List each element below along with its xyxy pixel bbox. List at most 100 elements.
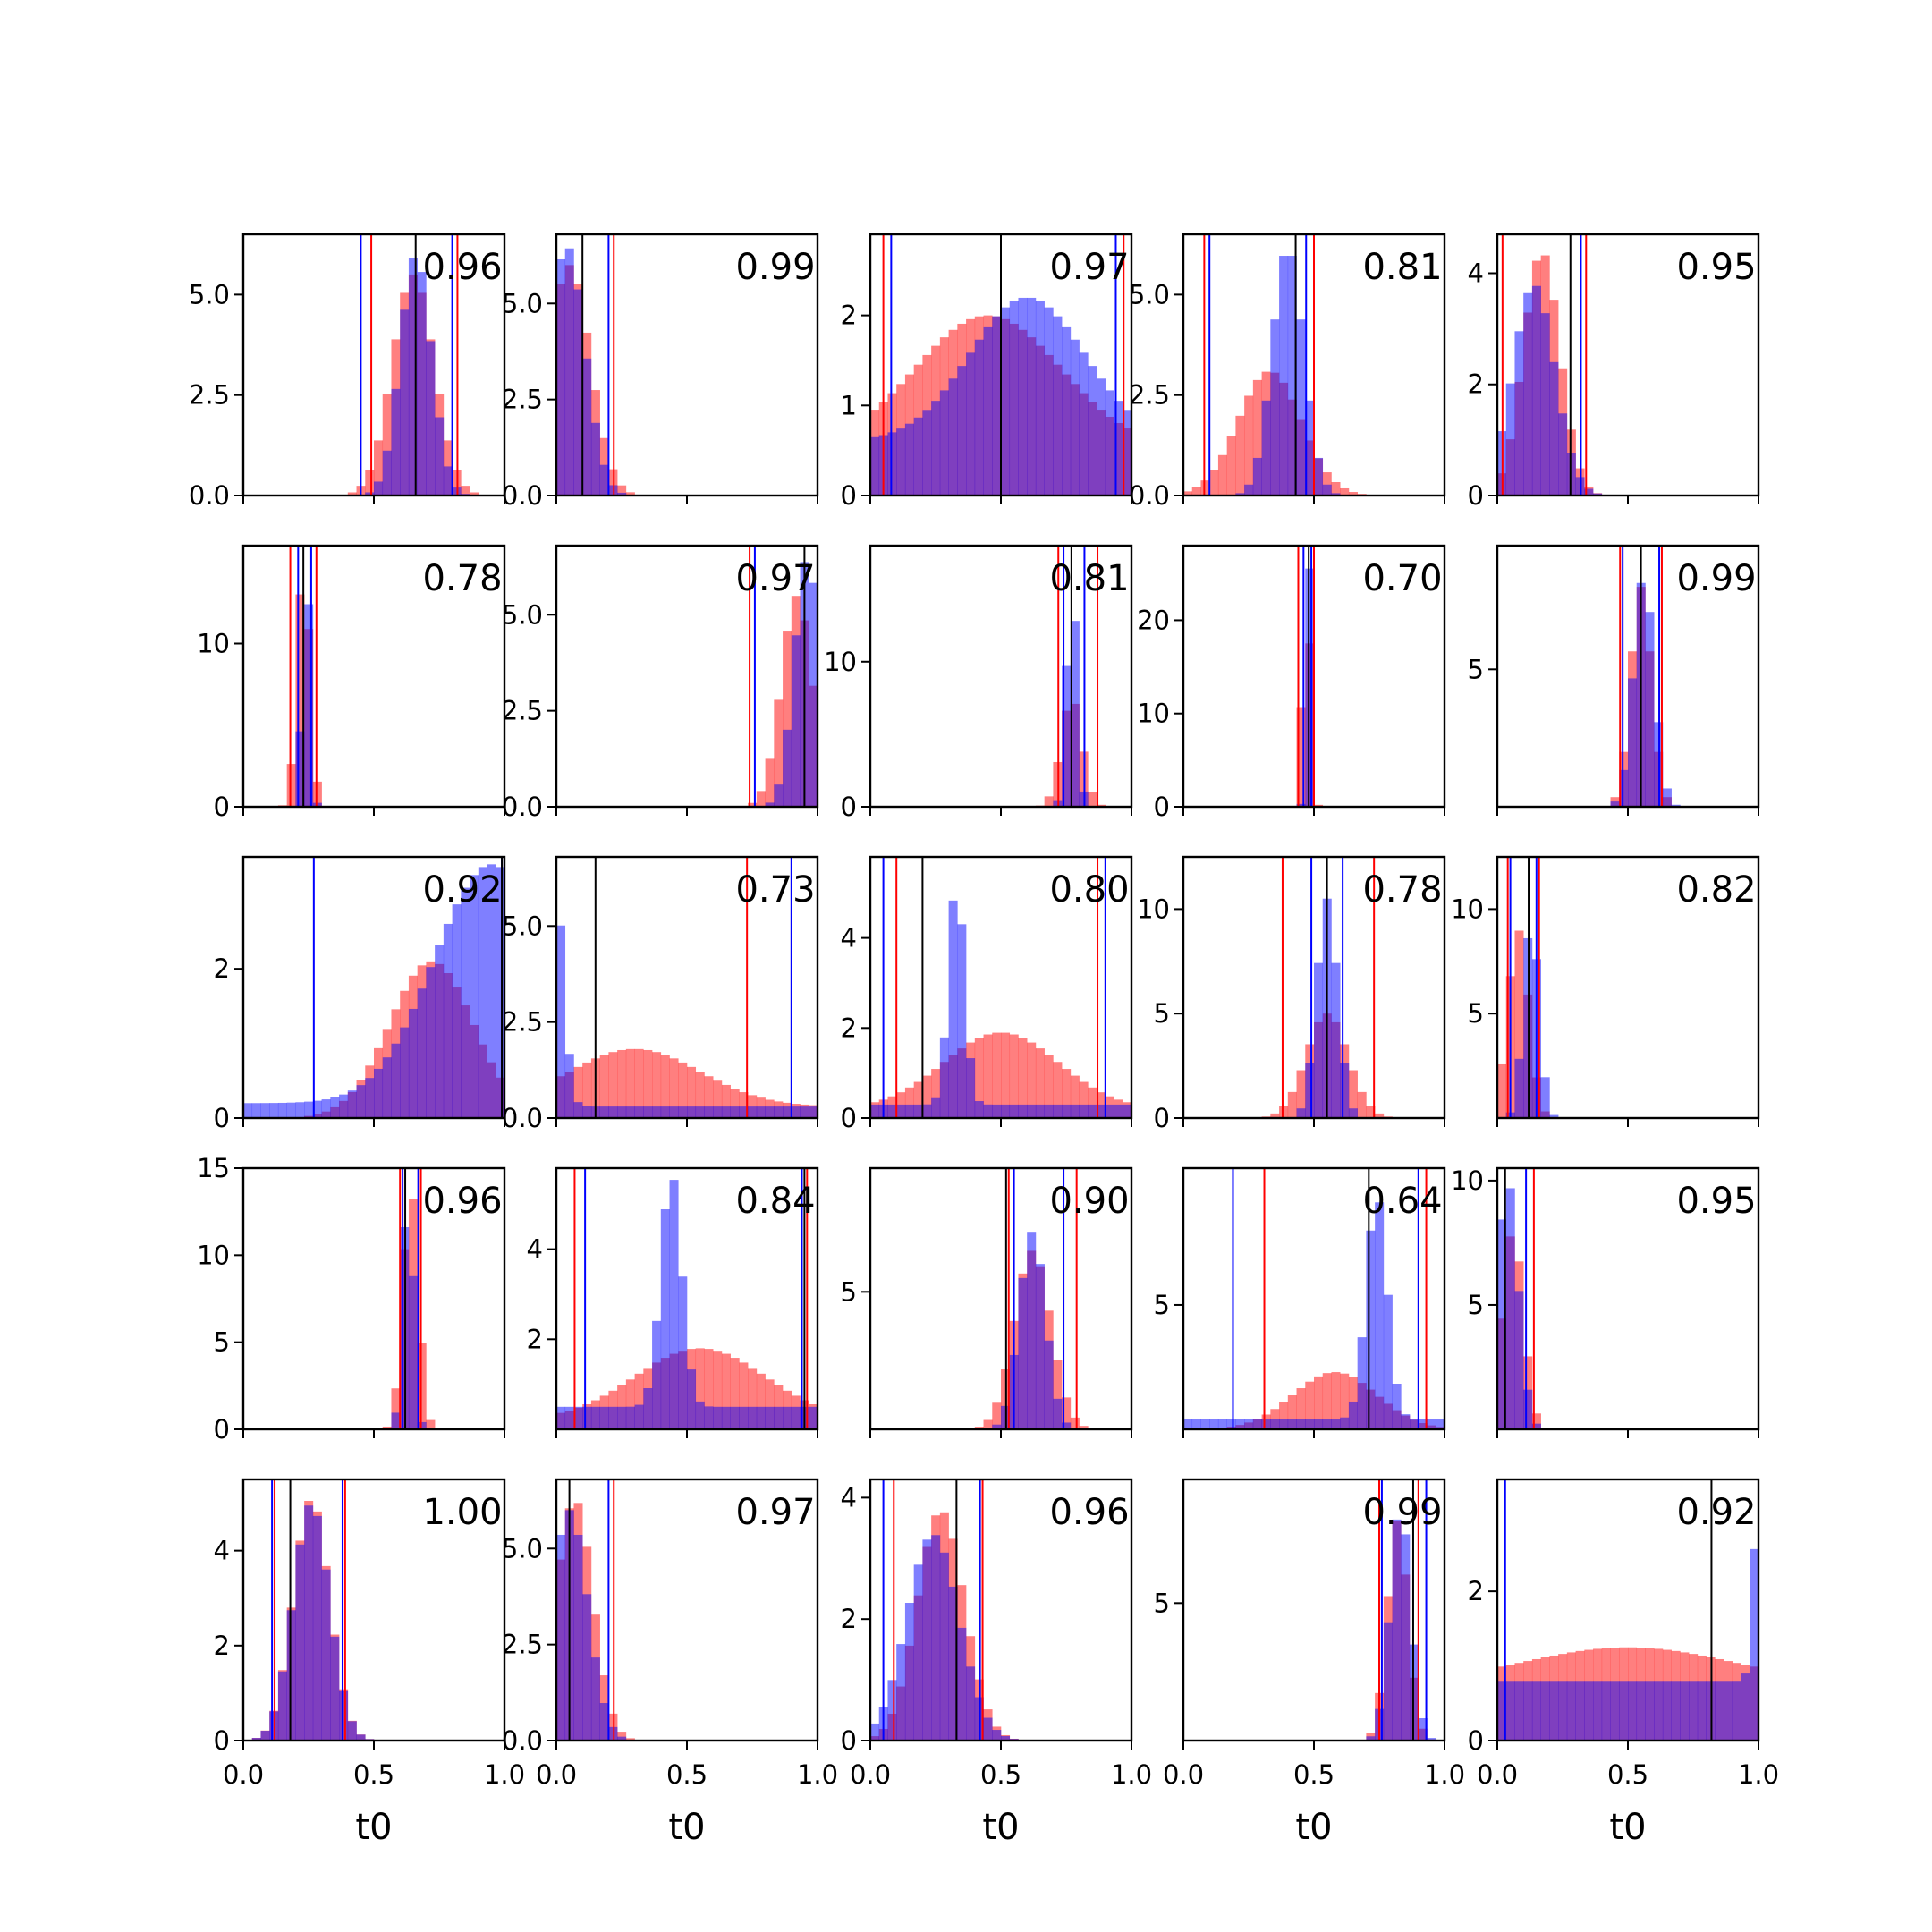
blue-hist-bar [312,802,322,807]
red-hist-bar [721,1353,731,1429]
panel-5: 0 2 4 0.95 [1468,233,1760,511]
blue-hist-bar [974,339,984,496]
blue-hist-bar [1070,1104,1080,1118]
blue-hist-bar [1270,319,1280,496]
red-hist-bar [608,1052,618,1118]
blue-hist-bar [939,1552,949,1741]
blue-hist-bar [1505,1681,1515,1741]
red-hist-bar [1209,470,1219,496]
blue-hist-bar [1053,316,1063,496]
blue-hist-bar [887,432,897,496]
blue-hist-bar [1287,256,1297,496]
blue-hist-bar [1610,801,1620,807]
red-hist-bar [1079,1426,1089,1429]
blue-hist-bar [739,1106,749,1118]
blue-hist-bar [1322,1419,1332,1429]
blue-hist-bar [1088,366,1097,496]
x-axis-label: t0 [668,1807,705,1848]
blue-hist-bar [1383,1622,1393,1741]
blue-hist-bar [966,352,976,496]
panel-score-label: 0.78 [422,558,502,599]
blue-hist-bar [1235,493,1245,496]
red-hist-bar [713,1080,723,1118]
blue-hist-bar [983,1104,993,1118]
panel-score-label: 0.78 [1362,869,1442,911]
red-hist-bar [992,1402,1002,1429]
red-hist-bar [1340,487,1350,496]
blue-hist-bar [713,1106,723,1118]
blue-hist-bar [687,1369,697,1429]
y-tick-label: 5 [1154,1290,1170,1320]
panel-14: 0 5 10 0.78 [1137,855,1446,1133]
y-tick-label: 5 [841,1276,857,1307]
y-tick-label: 0 [214,1414,230,1445]
y-tick-label: 5.0 [502,1533,543,1563]
red-hist-bar [347,492,357,496]
blue-hist-bar [330,1097,340,1118]
blue-hist-bar [625,1406,635,1429]
blue-hist-bar [608,1406,618,1429]
y-tick-label: 5.0 [502,288,543,318]
y-tick-label: 2 [841,301,857,331]
red-hist-bar [1270,1409,1280,1429]
x-axis-label: t0 [1295,1807,1332,1848]
blue-hist-bar [913,417,923,496]
blue-hist-bar [1296,1419,1306,1429]
blue-hist-bar [957,924,967,1118]
blue-hist-bar [617,492,627,496]
panel-1: 0.0 2.5 5.0 0.96 [189,233,506,511]
red-hist-bar [1070,1075,1080,1118]
blue-hist-bar [243,1103,253,1118]
x-axis-label: t0 [982,1807,1019,1848]
red-hist-bar [783,631,792,807]
blue-hist-bar [582,1106,592,1118]
blue-hist-bar [286,1102,296,1118]
blue-hist-bar [992,1104,1002,1118]
blue-hist-bar [687,1106,697,1118]
blue-hist-bar [1540,1681,1550,1741]
blue-hist-bar [417,1421,427,1429]
blue-hist-bar [1427,1419,1436,1429]
blue-hist-bar [931,1535,941,1741]
red-hist-bar [1053,1062,1063,1118]
blue-hist-bar [1375,1202,1385,1429]
blue-hist-bar [391,1043,401,1118]
blue-hist-bar [1558,413,1568,496]
blue-hist-bar [1540,1077,1550,1118]
blue-hist-bar [461,887,470,1118]
blue-hist-bar [374,1068,384,1118]
blue-hist-bar [374,481,384,496]
blue-hist-bar [704,1406,714,1429]
red-hist-bar [974,1038,984,1118]
blue-hist-bar [966,1666,976,1741]
y-tick-label: 2.5 [502,385,543,415]
blue-hist-bar [339,1094,349,1118]
red-hist-bar [748,802,758,807]
blue-hist-bar [1035,301,1045,496]
panel-score-label: 0.97 [735,1492,815,1533]
panel-score-label: 0.96 [422,1181,502,1222]
y-tick-label: 0 [841,792,857,822]
blue-hist-bar [922,1539,932,1741]
y-tick-label: 0.0 [189,480,230,511]
blue-hist-bar [1114,401,1123,496]
blue-hist-bar [356,1085,366,1118]
red-hist-bar [365,470,375,496]
blue-hist-bar [721,1406,731,1429]
blue-hist-bar [1628,1681,1638,1741]
panel-8: 0 10 0.81 [824,544,1133,822]
blue-hist-bar [478,867,487,1118]
blue-hist-bar [774,1106,784,1118]
x-tick-label: 1.0 [797,1759,838,1790]
panel-score-label: 0.99 [1676,558,1756,599]
panel-score-label: 0.81 [1362,247,1442,288]
blue-hist-bar [870,436,880,496]
blue-hist-bar [1097,1104,1106,1118]
y-tick-label: 4 [841,923,857,953]
blue-hist-bar [939,390,949,496]
blue-hist-bar [564,1054,574,1118]
panel-2: 0.0 2.5 5.0 0.99 [502,233,819,511]
blue-hist-bar [870,1723,880,1741]
y-tick-label: 0 [841,1725,857,1756]
red-hist-bar [599,1055,609,1118]
